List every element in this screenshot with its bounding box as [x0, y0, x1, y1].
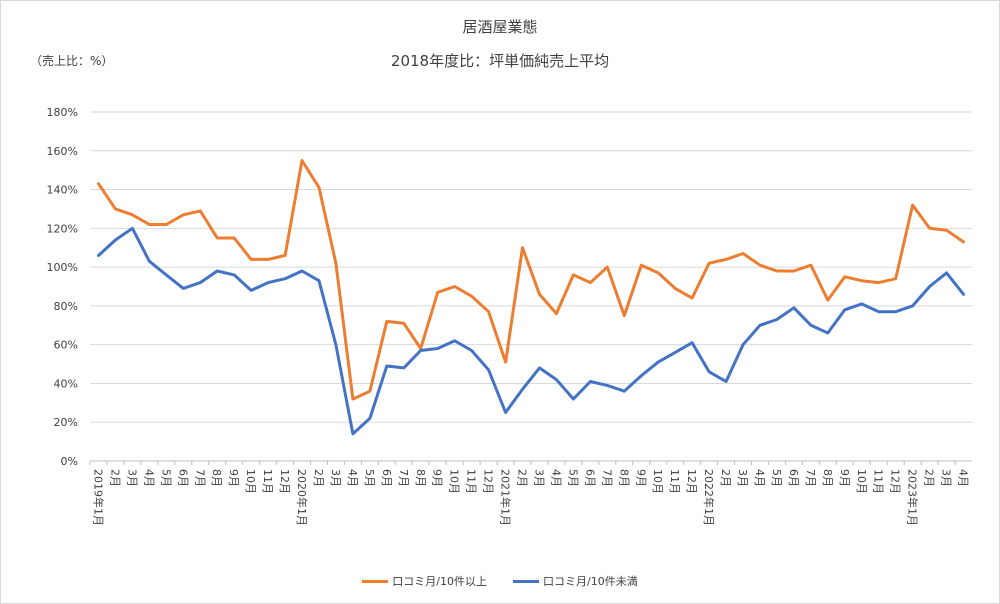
x-tick-label: 2021年1月	[499, 469, 513, 526]
x-tick-label: 5月	[770, 469, 783, 487]
chart-title: 居酒屋業態	[462, 18, 538, 36]
x-tick-label: 12月	[685, 469, 698, 494]
legend-label: 口コミ月/10件未満	[543, 575, 638, 588]
x-tick-label: 5月	[566, 469, 579, 487]
y-tick-label: 40%	[54, 377, 78, 390]
x-tick-label: 7月	[397, 469, 410, 487]
x-tick-label: 10月	[855, 469, 868, 494]
x-tick-label: 12月	[889, 469, 902, 494]
x-tick-label: 3月	[532, 469, 545, 487]
x-tick-label: 10月	[448, 469, 461, 494]
x-tick-label: 8月	[617, 469, 630, 487]
x-tick-label: 8月	[414, 469, 427, 487]
x-tick-label: 3月	[940, 469, 953, 487]
y-tick-label: 180%	[47, 106, 78, 119]
chart-subtitle: 2018年度比：坪単価純売上平均	[390, 52, 610, 70]
legend-label: 口コミ月/10件以上	[392, 575, 487, 588]
x-tick-label: 6月	[380, 469, 393, 487]
x-tick-label: 4月	[346, 469, 359, 487]
x-tick-label: 11月	[872, 469, 885, 494]
x-tick-label: 5月	[159, 469, 172, 487]
x-tick-label: 9月	[431, 469, 444, 487]
x-tick-label: 9月	[227, 469, 240, 487]
x-tick-label: 11月	[668, 469, 681, 494]
x-tick-label: 2023年1月	[906, 469, 920, 526]
y-tick-label: 160%	[47, 145, 78, 158]
y-tick-label: 60%	[54, 339, 78, 352]
x-tick-label: 7月	[600, 469, 613, 487]
x-tick-label: 8月	[210, 469, 223, 487]
x-tick-label: 11月	[465, 469, 478, 494]
x-tick-label: 4月	[142, 469, 155, 487]
x-tick-label: 6月	[787, 469, 800, 487]
x-tick-label: 9月	[634, 469, 647, 487]
x-tick-label: 2月	[923, 469, 936, 487]
x-tick-label: 2月	[516, 469, 529, 487]
y-axis-unit-label: （売上比：%）	[30, 54, 114, 68]
legend-item-series-1: 口コミ月/10件以上	[362, 573, 487, 589]
legend-item-series-2: 口コミ月/10件未満	[513, 573, 638, 589]
x-tick-label: 4月	[549, 469, 562, 487]
x-tick-label: 9月	[838, 469, 851, 487]
series-line-1	[97, 159, 965, 401]
x-tick-label: 3月	[125, 469, 138, 487]
x-tick-label: 12月	[482, 469, 495, 494]
legend: 口コミ月/10件以上 口コミ月/10件未満	[0, 573, 1000, 589]
x-tick-label: 12月	[278, 469, 291, 494]
legend-swatch-orange	[362, 579, 389, 583]
x-tick-label: 7月	[804, 469, 817, 487]
legend-swatch-blue	[513, 579, 539, 583]
x-tick-label: 4月	[753, 469, 766, 487]
x-tick-label: 2022年1月	[702, 469, 716, 526]
x-tick-label: 6月	[583, 469, 596, 487]
x-tick-label: 7月	[193, 469, 206, 487]
x-tick-label: 8月	[821, 469, 834, 487]
x-tick-label: 2019年1月	[91, 469, 105, 526]
x-tick-label: 4月	[957, 469, 970, 487]
y-tick-label: 100%	[47, 261, 78, 274]
x-tick-label: 6月	[176, 469, 189, 487]
y-tick-label: 0%	[61, 455, 78, 468]
y-tick-label: 20%	[54, 416, 78, 429]
series-line-2	[97, 226, 965, 436]
x-tick-label: 3月	[736, 469, 749, 487]
y-tick-label: 140%	[47, 184, 78, 197]
x-tick-label: 10月	[244, 469, 257, 494]
x-tick-label: 2月	[719, 469, 732, 487]
y-tick-label: 80%	[54, 300, 78, 313]
y-tick-label: 120%	[47, 222, 78, 235]
x-tick-label: 5月	[363, 469, 376, 487]
x-tick-label: 10月	[651, 469, 664, 494]
x-tick-label: 2月	[108, 469, 121, 487]
x-tick-label: 2月	[312, 469, 325, 487]
x-tick-label: 11月	[261, 469, 274, 494]
x-tick-label: 3月	[329, 469, 342, 487]
x-tick-label: 2020年1月	[295, 469, 309, 526]
